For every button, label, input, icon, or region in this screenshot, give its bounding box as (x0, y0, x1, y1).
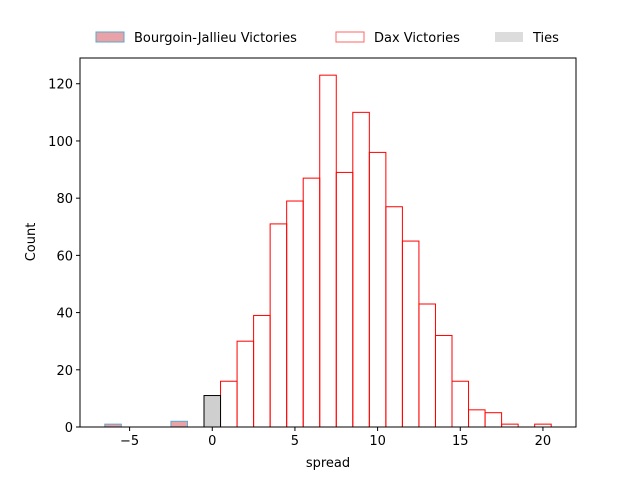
bar-dax-victories-8 (352, 111, 370, 428)
legend-swatch (335, 31, 365, 43)
axis-ticks: −5 0 5 10 15 20 0 20 40 60 80 100 120 (48, 78, 551, 449)
legend-swatch (95, 31, 125, 43)
bar-dax-victories-12 (418, 303, 436, 428)
x-tick-label: 15 (452, 434, 469, 449)
bar-bourgoin-jallieu-victories-1 (170, 420, 188, 428)
x-tick-label: −5 (120, 434, 139, 449)
bars-layer (104, 74, 552, 428)
y-axis-label: Count (24, 223, 39, 262)
y-tick-label: 0 (65, 421, 73, 436)
y-tick-label: 120 (48, 78, 73, 93)
bar-dax-victories-16 (484, 412, 503, 428)
x-tick-label: 20 (535, 434, 552, 449)
bar-dax-victories-3 (269, 223, 288, 428)
x-tick-label: 5 (291, 434, 299, 449)
bar-dax-victories-2 (253, 314, 271, 428)
legend-item-dax-victories: Dax Victories (335, 31, 460, 46)
y-tick-label: 80 (56, 192, 73, 207)
x-tick-label: 0 (208, 434, 216, 449)
y-tick-label: 60 (56, 249, 73, 264)
bar-dax-victories-14 (451, 380, 470, 428)
legend-label: Bourgoin-Jallieu Victories (134, 31, 297, 46)
bar-dax-victories-10 (385, 206, 403, 428)
x-tick-label: 10 (369, 434, 386, 449)
y-tick-label: 20 (56, 364, 73, 379)
bar-dax-victories-13 (434, 334, 453, 428)
bar-dax-victories-11 (401, 240, 420, 428)
bar-dax-victories-0 (220, 380, 238, 428)
legend-item-bourgoin-jallieu-victories: Bourgoin-Jallieu Victories (95, 31, 297, 46)
legend-label: Dax Victories (374, 31, 460, 46)
legend-item-ties: Ties (495, 31, 559, 46)
plot-frame (79, 57, 577, 428)
bar-dax-victories-6 (319, 74, 337, 428)
x-axis-label: spread (306, 456, 350, 471)
y-tick-label: 100 (48, 135, 73, 150)
legend-label: Ties (532, 31, 559, 46)
legend-swatch (495, 32, 523, 42)
bar-dax-victories-4 (286, 200, 304, 428)
y-tick-label: 40 (56, 307, 73, 322)
bar-dax-victories-1 (236, 340, 255, 428)
bar-ties-0 (203, 395, 222, 428)
bar-dax-victories-15 (468, 409, 486, 428)
legend: Bourgoin-Jallieu Victories Dax Victories T… (95, 31, 559, 46)
bar-dax-victories-9 (368, 151, 387, 428)
bar-dax-victories-7 (335, 171, 354, 428)
bar-dax-victories-5 (302, 177, 321, 428)
